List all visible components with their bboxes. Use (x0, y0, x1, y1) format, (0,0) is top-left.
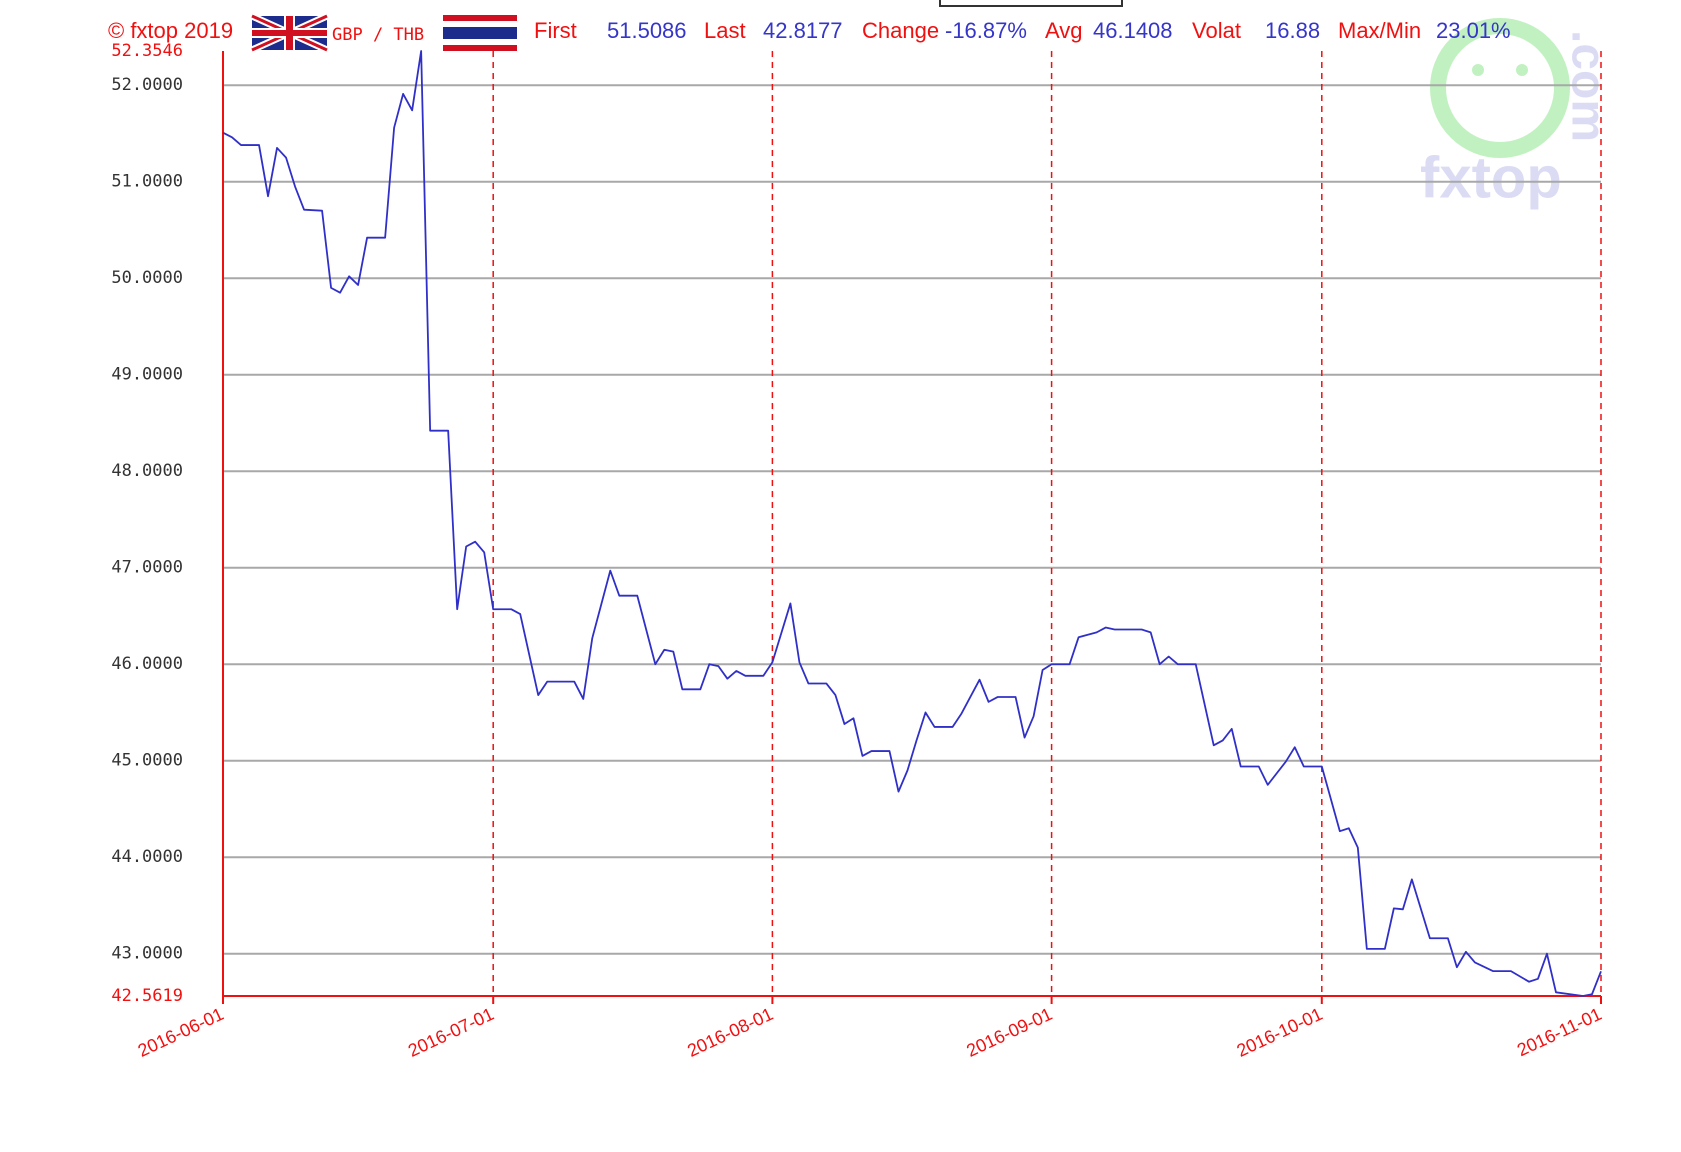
x-tick-label: 2016-11-01 (1514, 1004, 1605, 1060)
x-tick-label: 2016-09-01 (963, 1004, 1055, 1061)
price-line (222, 50, 1602, 997)
x-tick-label: 2016-07-01 (405, 1004, 497, 1061)
stat-label: First (534, 18, 577, 43)
watermark-eye (1472, 64, 1484, 76)
stat-label: Last (704, 18, 746, 43)
y-tick-label: 45.0000 (111, 751, 183, 771)
y-tick-label: 44.0000 (111, 847, 183, 867)
y-tick-label: 48.0000 (111, 461, 183, 481)
x-tick-label: 2016-06-01 (135, 1004, 227, 1061)
y-limit-label: 42.5619 (111, 986, 183, 1006)
y-tick-label: 49.0000 (111, 365, 183, 385)
y-limit-label: 52.3546 (111, 41, 183, 61)
stat-label: Max/Min (1338, 18, 1421, 43)
watermark-text: fxtop (1420, 145, 1562, 210)
thai-flag (443, 15, 517, 51)
stat-value: 16.88 (1265, 18, 1320, 43)
x-tick-label: 2016-10-01 (1234, 1004, 1326, 1061)
stat-value: 51.5086 (607, 18, 687, 43)
copyright: © fxtop 2019 (108, 18, 233, 43)
watermark-logo (1430, 18, 1570, 158)
stat-value: 23.01% (1436, 18, 1511, 43)
stat-label: Avg (1045, 18, 1083, 43)
stat-label: Volat (1192, 18, 1241, 43)
x-tick-label: 2016-08-01 (684, 1004, 776, 1061)
stats: First 51.5086 Last 42.8177 Change -16.87% Avg 4… (534, 18, 1511, 43)
watermark-eye (1516, 64, 1528, 76)
y-tick-label: 52.0000 (111, 75, 183, 95)
currency-pair: GBP / THB (332, 25, 424, 45)
top-box (939, 0, 1123, 7)
y-tick-label: 47.0000 (111, 558, 183, 578)
uk-flag (250, 12, 329, 54)
stat-value: 42.8177 (763, 18, 843, 43)
y-tick-label: 46.0000 (111, 654, 183, 674)
plot-area: 43.0000 44.0000 45.0000 46.0000 47.0000 48.00… (111, 41, 1604, 1061)
stat-value: -16.87% (945, 18, 1027, 43)
y-tick-label: 50.0000 (111, 268, 183, 288)
y-tick-label: 51.0000 (111, 172, 183, 192)
stat-value: 46.1408 (1093, 18, 1173, 43)
y-tick-label: 43.0000 (111, 944, 183, 964)
stat-label: Change (862, 18, 939, 43)
watermark: fxtop .com (1420, 18, 1614, 210)
